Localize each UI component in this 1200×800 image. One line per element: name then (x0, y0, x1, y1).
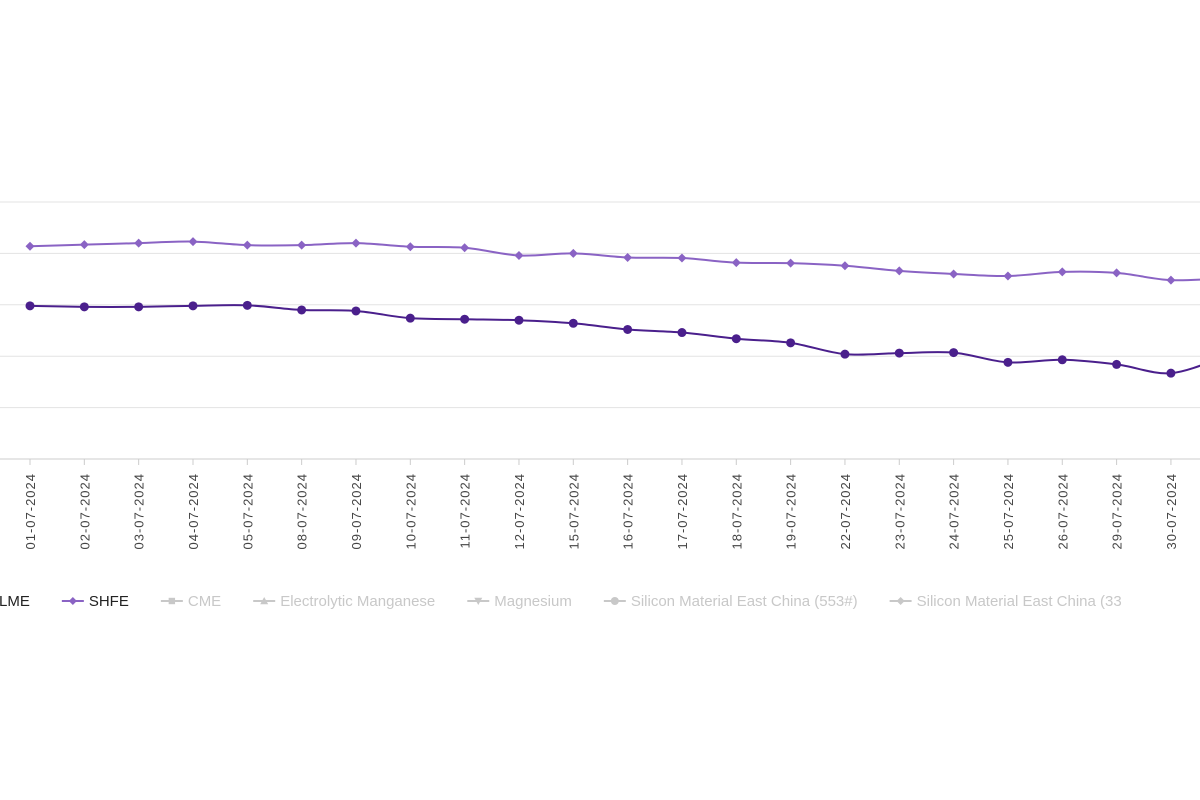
legend-label: Silicon Material East China (553#) (631, 593, 858, 610)
x-tick-label: 25-07-2024 (1001, 473, 1016, 550)
x-tick-label: 26-07-2024 (1055, 473, 1070, 550)
x-tick-label: 15-07-2024 (566, 473, 581, 550)
shfe-point[interactable] (677, 253, 687, 263)
shfe-point[interactable] (242, 240, 252, 250)
shfe-point[interactable] (1057, 267, 1067, 277)
x-tick-label: 23-07-2024 (892, 473, 907, 550)
legend-label: LME (0, 593, 30, 610)
lme-point[interactable] (351, 306, 361, 316)
shfe-point[interactable] (731, 258, 741, 268)
x-tick-label: 09-07-2024 (349, 473, 364, 550)
legend-item-shfe[interactable]: SHFE (61, 593, 129, 610)
legend-item-cme[interactable]: CME (160, 593, 221, 610)
x-tick-label: 01-07-2024 (23, 473, 38, 550)
lme-point[interactable] (188, 301, 198, 311)
series-shfe (25, 237, 1200, 285)
x-tick-label: 24-07-2024 (947, 473, 962, 550)
lme-point[interactable] (25, 301, 35, 311)
shfe-point[interactable] (351, 238, 361, 248)
x-tick-label: 08-07-2024 (295, 473, 310, 550)
lme-point[interactable] (894, 348, 904, 358)
legend-item-lme[interactable]: LME (0, 593, 30, 610)
legend-marker (260, 597, 269, 605)
x-tick-label: 16-07-2024 (621, 473, 636, 550)
x-tick-label: 02-07-2024 (77, 473, 92, 550)
x-tick-label: 03-07-2024 (132, 473, 147, 550)
x-tick-label: 05-07-2024 (240, 473, 255, 550)
x-tick-label: 10-07-2024 (403, 473, 418, 550)
legend-label: Electrolytic Manganese (280, 593, 435, 610)
x-tick-label: 29-07-2024 (1110, 473, 1125, 550)
lme-point[interactable] (1166, 368, 1176, 378)
legend-item-electrolytic-manganese[interactable]: Electrolytic Manganese (253, 593, 435, 610)
lme-point[interactable] (134, 302, 144, 312)
x-tick-label: 17-07-2024 (675, 473, 690, 550)
legend-marker (474, 597, 483, 605)
lme-point[interactable] (731, 334, 741, 344)
lme-point[interactable] (1003, 357, 1013, 367)
legend-item-magnesium[interactable]: Magnesium (467, 593, 572, 610)
shfe-line (29, 240, 1200, 282)
shfe-point[interactable] (79, 240, 89, 250)
shfe-point[interactable] (1003, 271, 1013, 281)
shfe-point[interactable] (25, 241, 35, 251)
series-lme (25, 300, 1200, 378)
lme-point[interactable] (242, 300, 252, 310)
lme-point[interactable] (460, 314, 470, 324)
lme-point[interactable] (514, 315, 524, 325)
lme-point[interactable] (405, 313, 415, 323)
shfe-point[interactable] (514, 250, 524, 260)
x-tick-label: 12-07-2024 (512, 473, 527, 550)
legend-marker (68, 597, 77, 605)
lme-point[interactable] (623, 324, 633, 334)
legend-marker (610, 597, 619, 605)
shfe-point[interactable] (623, 253, 633, 263)
shfe-point[interactable] (1166, 275, 1176, 285)
shfe-point[interactable] (405, 242, 415, 252)
x-axis-tick-labels: 01-07-2024 02-07-2024 03-07-2024 04-07-2024… (23, 459, 1179, 550)
legend-item-silicon-material-east-china-553[interactable]: Silicon Material East China (553#) (603, 593, 858, 610)
series-lines (25, 237, 1200, 378)
lme-point[interactable] (568, 318, 578, 328)
shfe-point[interactable] (1112, 268, 1122, 278)
shfe-point[interactable] (134, 238, 144, 248)
legend-label: Magnesium (494, 593, 572, 610)
lme-point[interactable] (677, 328, 687, 338)
x-tick-label: 11-07-2024 (458, 473, 473, 549)
lme-line (29, 304, 1200, 375)
shfe-point[interactable] (297, 240, 307, 250)
x-tick-label: 18-07-2024 (729, 473, 744, 550)
legend[interactable]: LME SHFE CME Electrolytic Manganese Magnesiu… (0, 593, 1122, 610)
x-tick-label: 19-07-2024 (784, 473, 799, 550)
legend-item-silicon-material-east-china-33[interactable]: Silicon Material East China (33 (889, 593, 1122, 610)
shfe-point[interactable] (894, 266, 904, 276)
legend-label: Silicon Material East China (33 (917, 593, 1122, 610)
x-tick-label: 22-07-2024 (838, 473, 853, 550)
lme-point[interactable] (840, 349, 850, 359)
lme-point[interactable] (949, 348, 959, 358)
legend-label: CME (188, 593, 221, 610)
shfe-point[interactable] (460, 243, 470, 253)
lme-point[interactable] (79, 302, 89, 312)
lme-point[interactable] (1057, 355, 1067, 365)
shfe-point[interactable] (568, 248, 578, 258)
legend-marker (896, 597, 905, 605)
legend-marker (168, 597, 176, 605)
x-tick-label: 30-07-2024 (1164, 473, 1179, 550)
legend-label: SHFE (89, 593, 129, 610)
shfe-point[interactable] (786, 258, 796, 268)
lme-point[interactable] (1112, 359, 1122, 369)
gridlines (0, 201, 1200, 460)
x-tick-label: 04-07-2024 (186, 473, 201, 550)
shfe-point[interactable] (949, 269, 959, 279)
lme-point[interactable] (297, 305, 307, 315)
shfe-point[interactable] (840, 261, 850, 271)
lme-point[interactable] (786, 338, 796, 348)
shfe-point[interactable] (188, 237, 198, 247)
